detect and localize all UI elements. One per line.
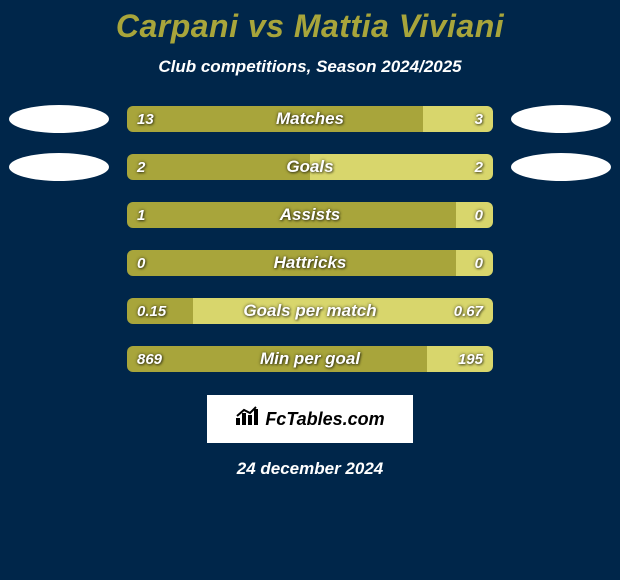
- stat-bar: Goals per match0.150.67: [127, 298, 493, 324]
- comparison-infographic: Carpani vs Mattia Viviani Club competiti…: [0, 0, 620, 580]
- stat-bar: Hattricks00: [127, 250, 493, 276]
- player-right-badge: [511, 105, 611, 133]
- bar-segment-right: [423, 106, 493, 132]
- subtitle: Club competitions, Season 2024/2025: [0, 57, 620, 77]
- bar-segment-right: [456, 202, 493, 228]
- stat-bar: Goals22: [127, 154, 493, 180]
- stat-bar: Matches133: [127, 106, 493, 132]
- chart-icon: [235, 406, 259, 432]
- bar-segment-left: [127, 346, 427, 372]
- player-left-badge: [9, 153, 109, 181]
- stat-row: Assists10: [0, 201, 620, 229]
- bar-segment-left: [127, 154, 310, 180]
- player-left-badge: [9, 105, 109, 133]
- stat-row: Hattricks00: [0, 249, 620, 277]
- stat-rows: Matches133 Goals22 Assists10 Hattricks00 Goa…: [0, 105, 620, 373]
- brand-text: FcTables.com: [265, 409, 384, 430]
- brand-logo: FcTables.com: [207, 395, 413, 443]
- stat-row: Goals22: [0, 153, 620, 181]
- stat-row: Goals per match0.150.67: [0, 297, 620, 325]
- bar-segment-right: [193, 298, 493, 324]
- bar-segment-left: [127, 298, 193, 324]
- stat-row: Matches133: [0, 105, 620, 133]
- bar-segment-right: [310, 154, 493, 180]
- bar-segment-left: [127, 250, 456, 276]
- bar-segment-left: [127, 202, 456, 228]
- stat-bar: Min per goal869195: [127, 346, 493, 372]
- bar-segment-left: [127, 106, 423, 132]
- player-right-badge: [511, 153, 611, 181]
- footer-date: 24 december 2024: [0, 459, 620, 479]
- page-title: Carpani vs Mattia Viviani: [0, 8, 620, 45]
- stat-row: Min per goal869195: [0, 345, 620, 373]
- bar-segment-right: [456, 250, 493, 276]
- stat-bar: Assists10: [127, 202, 493, 228]
- bar-segment-right: [427, 346, 493, 372]
